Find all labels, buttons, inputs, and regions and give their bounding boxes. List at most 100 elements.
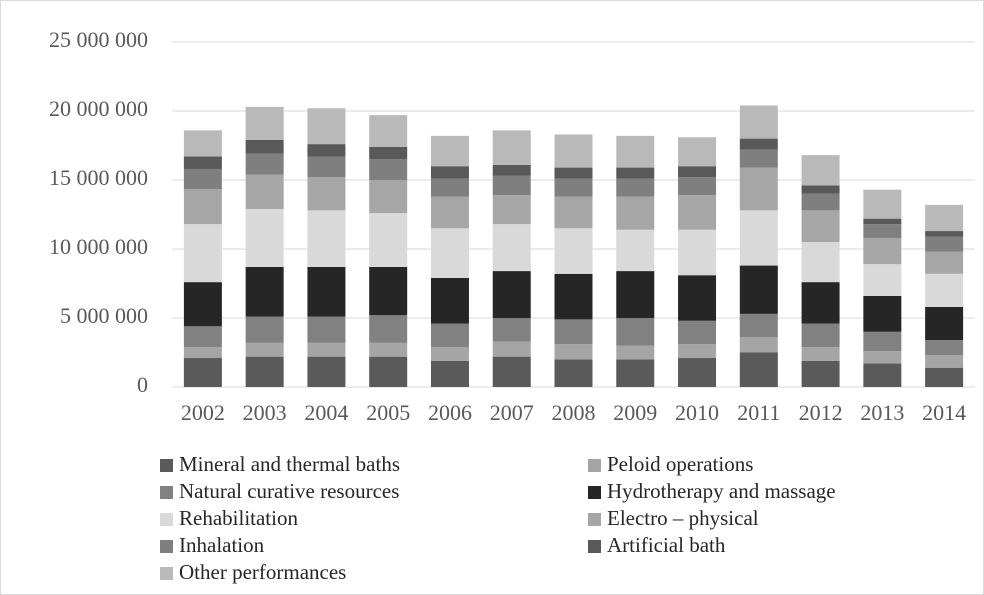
bar-segment: [678, 195, 717, 230]
legend-label: Rehabilitation: [179, 506, 298, 530]
bar-segment: [492, 271, 531, 318]
bar-segment: [430, 323, 469, 347]
bar-segment: [739, 337, 778, 353]
bar-segment: [801, 185, 840, 194]
bar-segment: [245, 174, 284, 209]
bar-segment: [739, 167, 778, 211]
bar-segment: [430, 178, 469, 197]
bar-segment: [554, 196, 593, 229]
bar-segment: [678, 320, 717, 345]
bar-segment: [307, 108, 346, 145]
bar-segment: [492, 175, 531, 196]
bar-segment: [925, 204, 964, 232]
legend-swatch: [588, 486, 601, 499]
x-tick-label: 2012: [799, 400, 843, 425]
legend-swatch: [160, 567, 173, 580]
bar-segment: [183, 326, 222, 347]
bar-segment: [369, 146, 408, 160]
bar-segment: [863, 295, 902, 332]
x-tick-label: 2002: [181, 400, 225, 425]
bar-segment: [863, 351, 902, 364]
y-tick-label: 15 000 000: [49, 165, 148, 190]
bar-segment: [863, 331, 902, 352]
bar-segment: [801, 242, 840, 283]
bar-segment: [925, 231, 964, 237]
bar-segment: [739, 313, 778, 338]
bar-segment: [183, 168, 222, 189]
bar-segment: [183, 156, 222, 169]
legend-swatch: [160, 513, 173, 526]
bar-segment: [554, 273, 593, 320]
bar-segment: [307, 177, 346, 211]
bar-segment: [801, 323, 840, 347]
bar-segment: [307, 210, 346, 267]
x-tick-label: 2005: [366, 400, 410, 425]
bar-segment: [492, 164, 531, 176]
legend-label: Other performances: [179, 560, 346, 584]
bar-segment: [492, 224, 531, 272]
bar-segment: [369, 315, 408, 343]
bar-segment: [678, 229, 717, 276]
bar-segment: [739, 138, 778, 150]
bar-segment: [183, 188, 222, 225]
bar-segment: [678, 177, 717, 196]
bar-segment: [183, 130, 222, 157]
x-tick-label: 2010: [675, 400, 719, 425]
legend-label: Mineral and thermal baths: [179, 452, 400, 476]
bar-segment: [492, 130, 531, 165]
legend-swatch: [160, 540, 173, 553]
x-tick-label: 2011: [737, 400, 780, 425]
bar-segment: [863, 189, 902, 219]
bar-segment: [863, 264, 902, 296]
bar-segment: [616, 229, 655, 272]
bar-segment: [307, 316, 346, 343]
bar-segment: [616, 318, 655, 346]
bar-segment: [925, 251, 964, 274]
legend-swatch: [588, 459, 601, 472]
x-tick-label: 2006: [428, 400, 472, 425]
x-tick-label: 2007: [490, 400, 534, 425]
bar-segment: [245, 153, 284, 175]
bar-segment: [554, 228, 593, 274]
bar-segment: [369, 115, 408, 147]
bar-segment: [554, 134, 593, 168]
bar-segment: [739, 210, 778, 266]
y-tick-label: 5 000 000: [60, 303, 148, 328]
legend-label: Inhalation: [179, 533, 265, 557]
bar-segment: [369, 266, 408, 316]
bar-segment: [616, 196, 655, 230]
x-tick-label: 2003: [243, 400, 287, 425]
bar-segment: [183, 224, 222, 283]
bar-segment: [925, 355, 964, 368]
y-tick-label: 20 000 000: [49, 96, 148, 121]
bar-segment: [925, 367, 964, 387]
legend-label: Artificial bath: [607, 533, 726, 557]
legend-label: Hydrotherapy and massage: [607, 479, 836, 503]
bar-segment: [430, 346, 469, 361]
bar-segment: [183, 282, 222, 327]
x-tick-label: 2009: [613, 400, 657, 425]
x-tick-label: 2004: [304, 400, 348, 425]
bar-segment: [492, 341, 531, 357]
bar-segment: [492, 318, 531, 342]
bar-segment: [245, 139, 284, 154]
bar-segment: [739, 352, 778, 387]
bar-segment: [430, 196, 469, 229]
bar-segment: [925, 306, 964, 341]
bar-segment: [801, 155, 840, 186]
bar-segment: [863, 218, 902, 225]
bar-segment: [245, 316, 284, 343]
bar-segment: [616, 345, 655, 360]
bar-segment: [616, 359, 655, 387]
bar-segment: [678, 358, 717, 387]
bar-segment: [307, 266, 346, 317]
bar-segment: [801, 193, 840, 211]
bar-segment: [369, 342, 408, 357]
bar-segment: [307, 144, 346, 157]
bar-segment: [430, 135, 469, 167]
bar-segment: [678, 275, 717, 321]
legend-swatch: [160, 459, 173, 472]
bar-segment: [616, 178, 655, 197]
bar-segment: [678, 166, 717, 178]
